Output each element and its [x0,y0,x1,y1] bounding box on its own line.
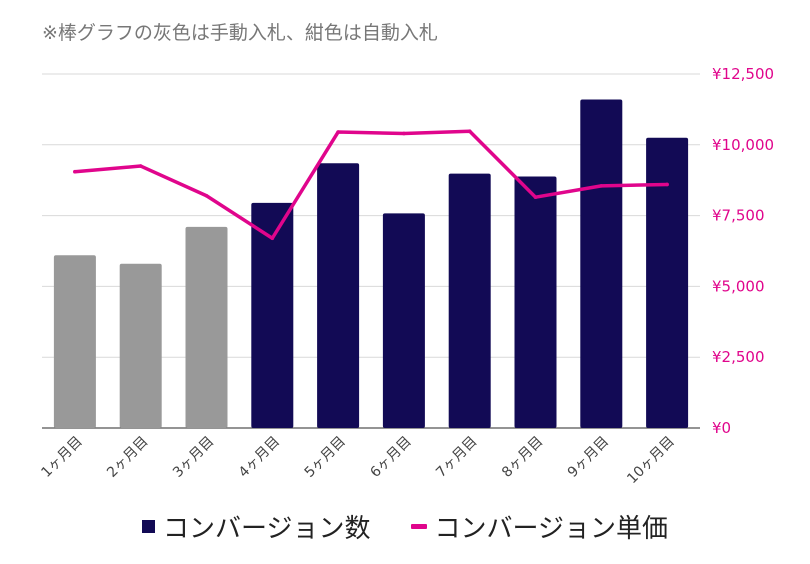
y-axis-ticks: ¥0 ¥2,500 ¥5,000 ¥7,500 ¥10,000 ¥12,500 [712,65,774,437]
y-tick-label: ¥7,500 [712,207,765,225]
legend-item-unit-cost: コンバージョン単価 [410,508,668,545]
x-tick-label: 6ヶ月目 [367,434,414,481]
bar [448,173,491,428]
line-point [73,169,77,174]
x-tick-label: 3ヶ月目 [170,434,217,481]
x-axis-ticks: 1ヶ月目 2ヶ月目 3ヶ月目 4ヶ月目 5ヶ月目 6ヶ月目 7ヶ月目 8ヶ月目 9ヶ月目 10ヶ月… [38,434,678,488]
line-point [599,184,604,188]
bar [317,163,360,428]
legend-item-conversions: コンバージョン数 [142,508,371,545]
line-point [204,193,209,198]
line-point [467,129,472,134]
legend: コンバージョン数 コンバージョン単価 [0,508,810,545]
x-tick-label: 9ヶ月目 [565,434,612,481]
x-tick-label: 1ヶ月目 [38,434,85,481]
chart-note: ※棒グラフの灰色は手動入札、紺色は自動入札 [42,22,438,44]
bar [53,255,96,428]
x-tick-label: 7ヶ月目 [433,434,480,481]
y-tick-label: ¥2,500 [712,348,765,366]
bar [185,226,228,428]
line-point [138,164,143,168]
legend-label-conversions: コンバージョン数 [163,514,371,544]
bar [580,99,623,428]
y-tick-label: ¥12,500 [712,65,774,83]
unit-cost-line [73,129,669,241]
x-tick-label: 10ヶ月目 [624,434,678,488]
y-tick-label: ¥5,000 [712,277,765,295]
line-series [73,129,669,241]
x-tick-label: 4ヶ月目 [236,434,283,481]
line-point [336,130,340,134]
bar [382,213,425,428]
line-point [665,182,669,187]
legend-swatch-line [410,524,427,529]
y-tick-label: ¥10,000 [712,136,774,154]
y-tick-label: ¥0 [712,419,731,437]
line-point [402,131,406,136]
x-tick-label: 5ヶ月目 [302,434,349,481]
x-tick-label: 2ヶ月目 [104,434,151,481]
legend-label-unit-cost: コンバージョン単価 [434,514,668,544]
bar [514,176,557,428]
bar [251,202,294,428]
bars [53,99,689,428]
x-tick-label: 8ヶ月目 [499,434,546,481]
bar [119,263,162,428]
line-point [533,195,538,199]
legend-swatch-bar [142,520,156,533]
bar [646,137,689,428]
line-point [270,236,275,241]
